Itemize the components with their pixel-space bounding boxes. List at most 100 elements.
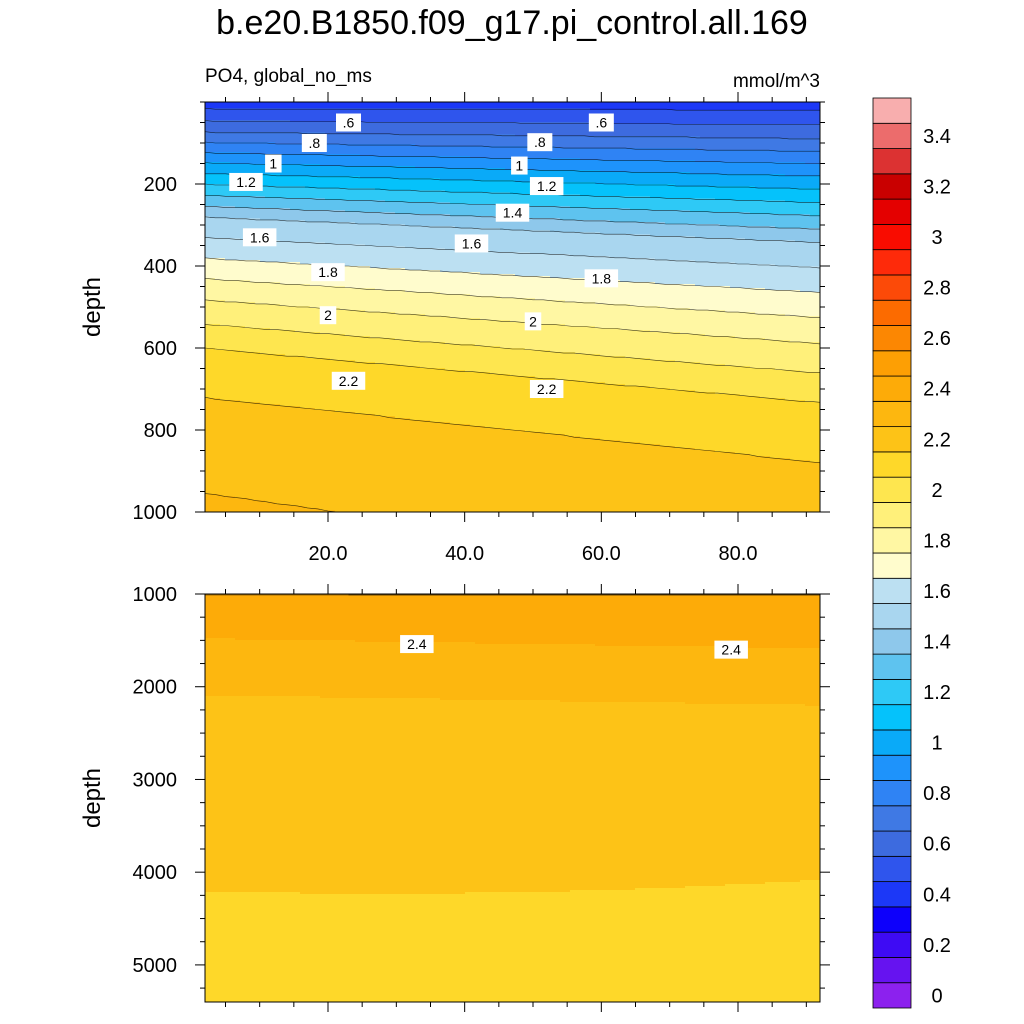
variable-label: PO4, global_no_ms: [205, 66, 372, 87]
colorbar-swatch: [872, 148, 912, 175]
colorbar-swatch: [872, 729, 912, 756]
contour-line: [204, 216, 820, 243]
colorbar-tick-label: 3.4: [923, 126, 951, 148]
colorbar-swatch: [872, 274, 912, 301]
contour-label: 1: [511, 156, 528, 175]
svg-text:.8: .8: [534, 134, 546, 150]
svg-text:1.6: 1.6: [250, 229, 270, 245]
contour-label: 1.8: [584, 269, 619, 288]
colorbar-swatch: [872, 249, 912, 276]
colorbar-tick-label: 3: [931, 227, 942, 249]
contour-label: 1.8: [311, 263, 345, 282]
x-tick-label: 40.0: [445, 543, 484, 565]
colorbar-tick-label: 3.2: [923, 176, 951, 198]
colorbar-tick-label: 1.6: [923, 581, 951, 603]
colorbar-swatch: [872, 552, 912, 579]
y-tick-label: 4000: [133, 862, 178, 884]
colorbar-swatch: [872, 628, 912, 655]
contour-line: [204, 131, 820, 140]
contour-line: [204, 347, 821, 403]
y-tick-label: 3000: [133, 769, 178, 791]
colorbar-swatch: [872, 780, 912, 807]
contour-fill: [205, 594, 820, 1003]
colorbar-swatch: [872, 906, 912, 933]
contour-label: 1.2: [529, 177, 564, 196]
y-tick-label: 5000: [133, 955, 178, 977]
lower-panel: 1000 2000 3000 4000 5000 depth 2.4 2.4: [79, 584, 830, 1012]
colorbar-swatch: [872, 476, 912, 503]
colorbar-swatch: [872, 931, 912, 958]
colorbar-swatch: [872, 122, 912, 149]
svg-text:1.2: 1.2: [537, 178, 557, 194]
colorbar-tick-label: 1.4: [923, 631, 951, 653]
contour-label: .8: [301, 134, 327, 152]
y-tick-label: 1000: [133, 502, 178, 524]
contour-label: 2.2: [331, 371, 366, 390]
y-axis-title: depth: [79, 768, 106, 828]
contour-label: 2: [319, 306, 337, 325]
colorbar-swatch: [872, 426, 912, 453]
contour-line: [204, 120, 820, 125]
contour-line: [204, 278, 820, 318]
contour-line: [204, 107, 820, 111]
colorbar-swatch: [872, 451, 912, 478]
colorbar-swatch: [872, 830, 912, 857]
contour-label: 2.4: [400, 635, 434, 654]
contour-label: 1.6: [242, 228, 277, 247]
colorbar-swatch: [872, 855, 912, 883]
colorbar-swatch: [872, 603, 912, 630]
colorbar-tick-label: 2.2: [923, 429, 951, 451]
y-tick-label: 400: [144, 256, 177, 278]
svg-text:2.2: 2.2: [339, 373, 359, 389]
x-tick-label: 60.0: [582, 543, 621, 565]
colorbar-swatch: [872, 704, 912, 731]
svg-text:.6: .6: [595, 115, 607, 131]
contour-label: 2.4: [714, 640, 748, 659]
colorbar-swatch: [872, 223, 912, 251]
colorbar-tick-label: 1: [931, 733, 942, 755]
contour-line: [204, 257, 821, 293]
contour-line: [204, 183, 820, 203]
colorbar-swatch: [872, 577, 912, 604]
colorbar-swatch: [872, 350, 912, 377]
colorbar-swatch: [872, 198, 912, 225]
upper-panel: 200 400 600 800 1000 depth 20.0 40.0 60.0 80.0 .6.…: [79, 92, 830, 565]
colorbar-tick-label: 1.8: [923, 530, 951, 552]
y-tick-label: 2000: [133, 677, 178, 699]
contour-line: [205, 173, 820, 190]
colorbar-swatch: [872, 754, 912, 781]
x-tick-label: 80.0: [719, 543, 758, 565]
contour-line: [204, 493, 339, 513]
y-tick-label: 200: [144, 174, 177, 196]
colorbar-swatch: [872, 805, 912, 832]
svg-text:2: 2: [529, 313, 537, 329]
contour-label: 1.2: [229, 172, 263, 191]
colorbar-tick-label: 2.8: [923, 278, 951, 300]
svg-text:1.6: 1.6: [462, 235, 482, 251]
contour-line: [204, 324, 820, 373]
svg-text:1.2: 1.2: [236, 174, 256, 190]
contour-label: .6: [588, 113, 614, 132]
colorbar-swatch: [872, 299, 912, 326]
contour-label: 1.6: [454, 234, 489, 253]
colorbar-swatch: [872, 325, 912, 352]
svg-text:2: 2: [324, 307, 332, 323]
contour-label: 1: [265, 154, 282, 173]
x-tick-label: 20.0: [309, 543, 348, 565]
colorbar-swatch: [872, 527, 912, 554]
contour-fill: [205, 102, 820, 513]
contour-label: 1.4: [495, 203, 530, 222]
units-label: mmol/m^3: [733, 71, 820, 92]
y-tick-label: 1000: [133, 584, 178, 606]
colorbar-swatch: [872, 678, 912, 706]
plot-frame: [204, 593, 821, 1003]
colorbar-tick-label: 2: [931, 480, 942, 502]
colorbar-tick-label: 0.2: [923, 935, 951, 957]
svg-text:1: 1: [515, 158, 523, 174]
colorbar-swatch: [872, 653, 912, 680]
contour-label: .8: [527, 133, 553, 152]
svg-text:1.4: 1.4: [503, 205, 523, 221]
colorbar-swatch: [872, 173, 912, 200]
colorbar-swatch: [872, 502, 912, 529]
